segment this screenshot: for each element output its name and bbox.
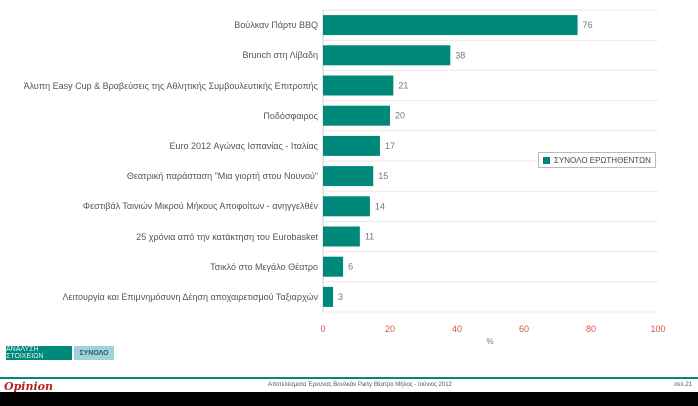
category-label: Θεατρική παράσταση "Μια γιορτή στου Νουν… — [126, 171, 318, 182]
bar — [323, 286, 334, 307]
data-label: 6 — [348, 262, 353, 272]
legend: ΣΥΝΟΛΟ ΕΡΩΤΗΘΕΝΤΩΝ — [538, 152, 656, 168]
footer-logo: Opinion — [4, 380, 53, 393]
data-label: 76 — [583, 20, 593, 30]
legend-swatch — [543, 156, 550, 164]
bar — [323, 45, 451, 66]
category-label: Άλυπη Easy Cup & Βραβεύσεις της Αθλητική… — [23, 80, 318, 91]
x-tick-label: 60 — [519, 324, 529, 334]
category-label: Euro 2012 Αγώνας Ισπανίας - Ιταλίας — [169, 140, 319, 151]
bar — [323, 75, 394, 96]
page-number: σελ.21 — [674, 382, 692, 388]
x-tick-label: 40 — [452, 324, 462, 334]
x-axis-label: % — [486, 337, 493, 346]
category-label: Φεστιβάλ Ταινιών Μικρού Μήκους Αποφοίτων… — [82, 201, 318, 212]
x-tick-label: 80 — [586, 324, 596, 334]
category-label: 25 χρόνια από την κατάκτηση του Eurobask… — [136, 231, 318, 242]
data-label: 11 — [365, 232, 374, 242]
bottom-bar — [0, 392, 698, 406]
bar — [323, 226, 360, 247]
data-label: 15 — [378, 171, 388, 181]
category-label: Λειτουργία και Επιμνημόσυνη Δέηση αποχαι… — [62, 291, 318, 302]
bar — [323, 135, 380, 156]
tab-total[interactable]: ΣΥΝΟΛΟ — [74, 346, 114, 360]
category-label: Βούλκαν Πάρτυ ΒΒQ — [234, 20, 318, 31]
data-label: 14 — [375, 201, 385, 211]
bar — [323, 15, 578, 36]
bar — [323, 196, 370, 217]
x-tick-label: 0 — [320, 324, 325, 334]
category-label: Brunch στη Λίβαδη — [242, 50, 318, 61]
data-label: 21 — [398, 81, 408, 91]
bar — [323, 105, 390, 126]
legend-label: ΣΥΝΟΛΟ ΕΡΩΤΗΘΕΝΤΩΝ — [554, 155, 651, 165]
footer-text: Αποτελέσματα Έρευνας Βουλκάν Party Θέατρ… — [268, 382, 452, 388]
data-label: 17 — [385, 141, 395, 151]
footer-rule — [0, 377, 698, 379]
bar — [323, 256, 344, 277]
x-tick-label: 20 — [385, 324, 395, 334]
data-label: 20 — [395, 111, 405, 121]
category-label: Τσικλό στο Μεγάλο Θέατρο — [210, 261, 318, 272]
tab-analysis[interactable]: ΑΝΑΛΥΣΗ ΣΤΟΙΧΕΙΩΝ — [6, 346, 72, 360]
bar — [323, 166, 374, 187]
category-label: Ποδόσφαιρος — [263, 110, 318, 121]
x-tick-label: 100 — [650, 324, 665, 334]
data-label: 38 — [455, 50, 465, 60]
data-label: 3 — [338, 292, 343, 302]
